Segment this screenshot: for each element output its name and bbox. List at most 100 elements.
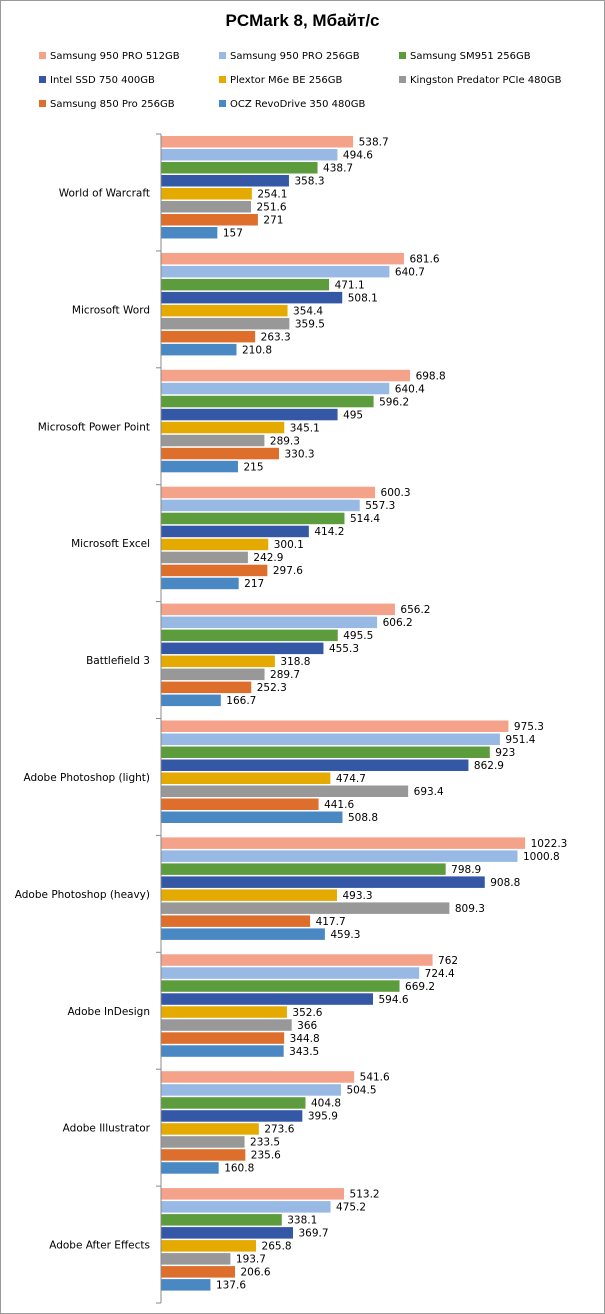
- data-label: 541.6: [360, 1072, 390, 1084]
- bar: [161, 1032, 285, 1044]
- bar: [161, 655, 275, 668]
- data-label: 233.5: [250, 1137, 280, 1149]
- bar: [161, 993, 373, 1005]
- bar: [161, 746, 490, 758]
- data-label: 508.8: [348, 812, 378, 824]
- data-label: 404.8: [311, 1098, 341, 1110]
- data-label: 557.3: [365, 500, 395, 512]
- bar: [161, 395, 374, 408]
- bar: [161, 1097, 306, 1109]
- bar: [161, 512, 345, 525]
- bar: [161, 668, 265, 681]
- legend-item: OCZ RevoDrive 350 480GB: [219, 98, 365, 112]
- data-label: 417.7: [316, 916, 346, 928]
- data-label: 251.6: [256, 202, 286, 214]
- data-label: 798.9: [451, 864, 481, 876]
- legend-label: Kingston Predator PCIe 480GB: [410, 75, 562, 86]
- data-label: 160.8: [224, 1163, 254, 1175]
- bar: [161, 447, 279, 460]
- data-label: 271: [263, 215, 283, 227]
- data-label: 809.3: [455, 903, 485, 915]
- data-label: 459.3: [330, 929, 360, 941]
- data-label: 345.1: [290, 422, 320, 434]
- legend-swatch: [219, 51, 226, 59]
- legend-item: Samsung 950 PRO 512GB: [39, 50, 180, 64]
- bar: [161, 291, 343, 304]
- bar: [161, 1266, 235, 1278]
- data-label: 215: [243, 461, 263, 473]
- legend-swatch: [399, 51, 406, 59]
- data-label: 951.4: [505, 734, 535, 746]
- data-label: 263.3: [261, 331, 291, 343]
- bar: [161, 265, 390, 278]
- data-label: 242.9: [253, 552, 283, 564]
- data-label: 514.4: [350, 513, 380, 525]
- bar: [161, 1227, 294, 1239]
- data-label: 538.7: [359, 137, 389, 149]
- data-label: 206.6: [240, 1267, 270, 1279]
- bar: [161, 681, 252, 694]
- category-label: Adobe Photoshop (heavy): [15, 889, 150, 901]
- legend-swatch: [399, 75, 406, 83]
- data-label: 358.3: [294, 176, 324, 188]
- bar: [161, 227, 218, 239]
- category-label: Adobe InDesign: [67, 1006, 150, 1018]
- data-label: 217: [244, 578, 264, 590]
- bar: [161, 902, 450, 914]
- data-label: 494.6: [343, 150, 373, 162]
- bar: [161, 149, 338, 161]
- bar: [161, 616, 378, 629]
- data-label: 698.8: [416, 370, 446, 382]
- legend-label: Samsung 850 Pro 256GB: [50, 99, 175, 110]
- bar: [161, 629, 338, 642]
- data-label: 414.2: [314, 526, 344, 538]
- bar: [161, 538, 269, 551]
- bar: [161, 188, 252, 200]
- bar: [161, 915, 311, 927]
- legend-item: Samsung 850 Pro 256GB: [39, 98, 175, 112]
- bar: [161, 1045, 284, 1057]
- data-label: 344.8: [290, 1033, 320, 1045]
- data-label: 455.3: [329, 643, 359, 655]
- bar: [161, 603, 395, 616]
- category-label: Adobe Illustrator: [63, 1123, 151, 1135]
- bar: [161, 811, 343, 823]
- bar: [161, 577, 239, 590]
- data-label: 908.8: [490, 877, 520, 889]
- bar: [161, 486, 376, 499]
- bar: [161, 330, 256, 343]
- legend-swatch: [39, 75, 46, 83]
- bar: [161, 317, 290, 330]
- data-label: 669.2: [405, 981, 435, 993]
- bar: [161, 1071, 355, 1083]
- bar: [161, 369, 411, 382]
- bar: [161, 434, 265, 447]
- legend-label: Intel SSD 750 400GB: [50, 75, 155, 86]
- data-label: 330.3: [284, 448, 314, 460]
- bar: [161, 304, 288, 317]
- legend-label: Samsung 950 PRO 512GB: [50, 51, 180, 62]
- bar: [161, 421, 285, 434]
- bar: [161, 1240, 257, 1252]
- bar: [161, 499, 360, 512]
- data-label: 640.7: [395, 266, 425, 278]
- bar: [161, 967, 420, 979]
- data-label: 513.2: [350, 1189, 380, 1201]
- category-label: Battlefield 3: [86, 655, 150, 667]
- bar: [161, 214, 258, 226]
- legend-swatch: [219, 99, 226, 107]
- bar: [161, 720, 509, 732]
- legend-label: Samsung SM951 256GB: [410, 51, 531, 62]
- data-label: 343.5: [289, 1046, 319, 1058]
- bar: [161, 1123, 259, 1135]
- data-label: 366: [297, 1020, 317, 1032]
- data-label: 923: [495, 747, 515, 759]
- data-label: 369.7: [299, 1228, 329, 1240]
- data-label: 252.3: [257, 682, 287, 694]
- data-label: 493.3: [342, 890, 372, 902]
- bar: [161, 954, 433, 966]
- bar: [161, 1006, 287, 1018]
- bar: [161, 564, 268, 577]
- data-label: 724.4: [425, 968, 455, 980]
